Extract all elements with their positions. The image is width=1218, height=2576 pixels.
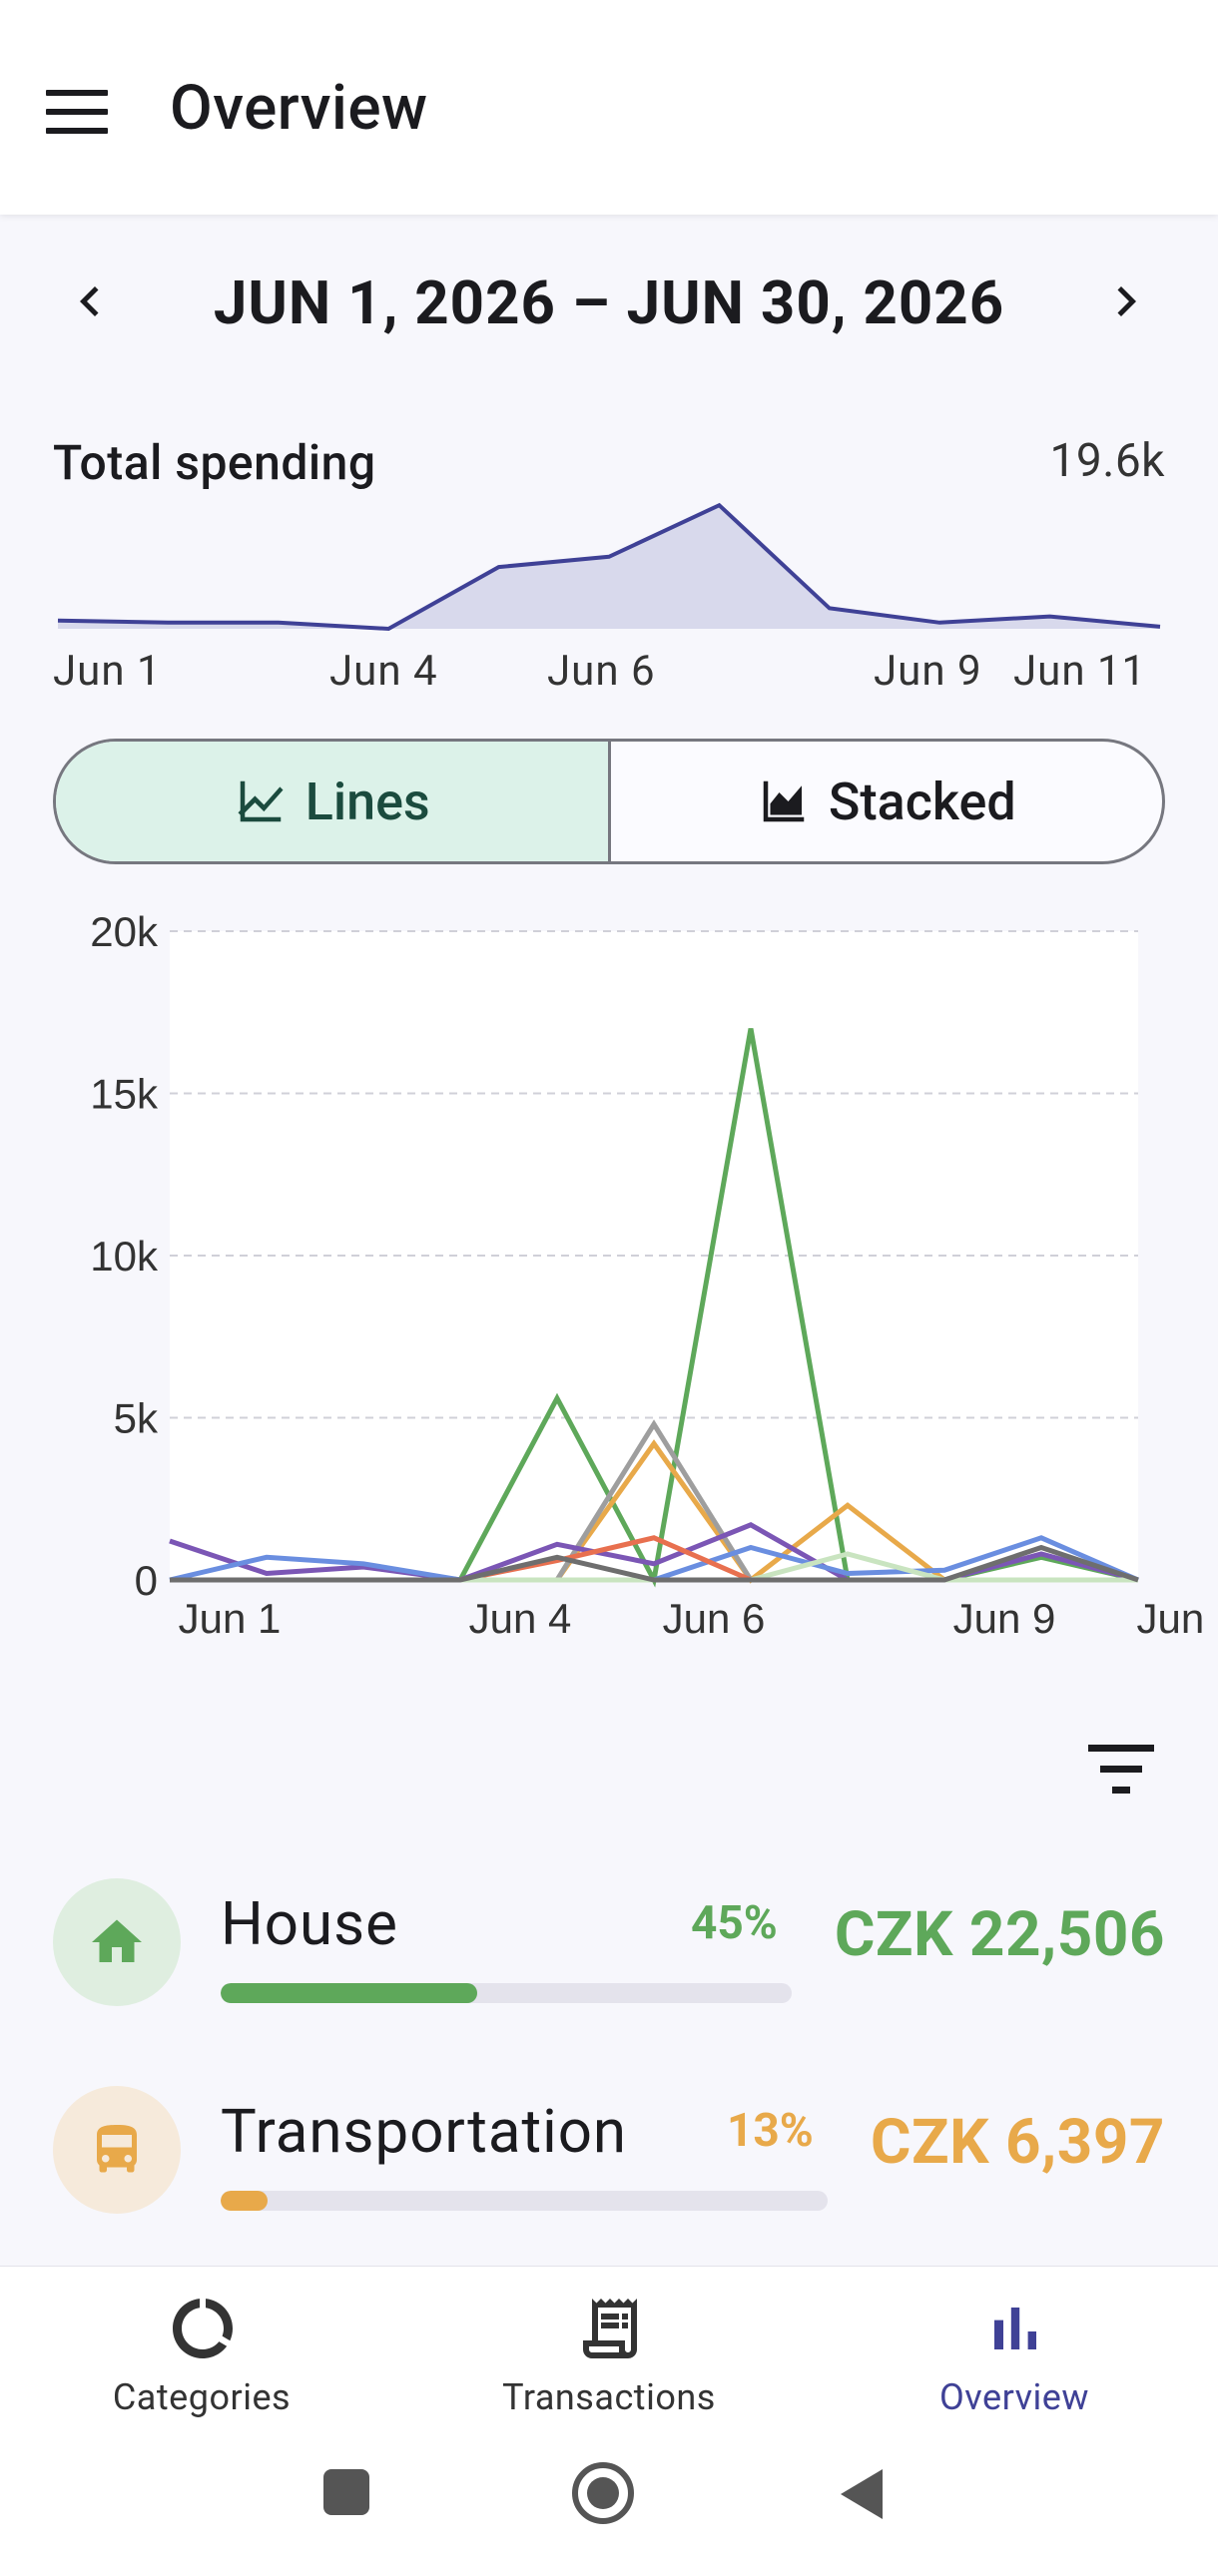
nav-label: Transactions [502, 2376, 716, 2418]
category-row-transportation[interactable]: Transportation 13% CZK 6,397 [0, 2086, 1218, 2256]
receipt-icon [583, 2299, 637, 2358]
sparkline-line [57, 502, 1161, 632]
x-tick-label: Jun 6 [663, 1595, 766, 1642]
nav-label: Overview [939, 2376, 1089, 2418]
x-tick-label: Jun 9 [953, 1595, 1056, 1642]
y-tick-label: 15k [90, 1071, 159, 1118]
line-chart-svg: 0 5k 10k 15k 20k Jun 1 Jun 4 Jun 6 Jun 9 Jun 11 [90, 908, 1218, 1642]
lines-toggle-button[interactable]: Lines [56, 742, 611, 861]
recents-icon[interactable] [321, 2467, 371, 2517]
date-range-selector: JUN 1, 2026 – JUN 30, 2026 [0, 250, 1218, 349]
system-navigation-bar [0, 2462, 1218, 2576]
donut-icon [173, 2299, 233, 2358]
x-tick-label: Jun 1 [179, 1595, 282, 1642]
spark-tick: Jun 1 [53, 647, 162, 696]
x-tick-label: Jun 4 [469, 1595, 572, 1642]
nav-transactions[interactable]: Transactions [459, 2267, 759, 2466]
spark-tick: Jun 11 [1013, 647, 1147, 696]
total-spending-label: Total spending [53, 434, 376, 491]
app-bar: Overview [0, 0, 1218, 215]
filter-icon[interactable] [1088, 1745, 1154, 1795]
category-progress-track [221, 1983, 792, 2003]
area-chart-icon [763, 780, 805, 822]
category-icon-bg [53, 1878, 181, 2006]
total-spending-sparkline [57, 502, 1161, 632]
lines-label: Lines [304, 771, 430, 832]
bottom-navigation: Categories Transactions Overview [0, 2266, 1218, 2465]
category-amount: CZK 6,397 [870, 2106, 1165, 2179]
category-percent: 13% [727, 2104, 814, 2158]
chevron-right-icon[interactable] [1096, 271, 1156, 331]
nav-overview[interactable]: Overview [865, 2267, 1164, 2466]
chevron-left-icon[interactable] [60, 271, 120, 331]
bus-icon [97, 2125, 137, 2173]
back-icon[interactable] [837, 2467, 887, 2521]
x-tick-label: Jun 11 [1137, 1595, 1218, 1642]
bar-chart-icon [994, 2308, 1036, 2349]
page-title: Overview [170, 72, 428, 145]
menu-icon[interactable] [46, 90, 108, 134]
date-range-label[interactable]: JUN 1, 2026 – JUN 30, 2026 [213, 267, 1005, 338]
sparkline-area [58, 505, 1160, 629]
home-icon [92, 1919, 142, 1962]
category-name: House [221, 1888, 398, 1959]
y-tick-label: 20k [90, 908, 159, 955]
nav-label: Categories [112, 2376, 292, 2418]
y-tick-label: 10k [90, 1233, 159, 1280]
spark-tick: Jun 9 [874, 647, 982, 696]
category-progress-track [221, 2191, 828, 2211]
category-name: Transportation [221, 2096, 628, 2167]
category-progress-fill [221, 1983, 478, 2003]
line-chart-icon [238, 780, 284, 822]
sparkline-axis: Jun 1 Jun 4 Jun 6 Jun 9 Jun 11 [0, 647, 1218, 703]
nav-categories[interactable]: Categories [52, 2267, 351, 2466]
category-line-chart: 0 5k 10k 15k 20k Jun 1 Jun 4 Jun 6 Jun 9 Jun 11 [0, 898, 1218, 1657]
category-icon-bg [53, 2086, 181, 2214]
category-row-house[interactable]: House 45% CZK 22,506 [0, 1878, 1218, 2048]
spark-tick: Jun 6 [547, 647, 656, 696]
spark-tick: Jun 4 [329, 647, 438, 696]
series-line-7 [170, 1544, 1139, 1583]
category-percent: 45% [691, 1896, 778, 1950]
total-spending-value: 19.6k [1049, 434, 1165, 488]
stacked-toggle-button[interactable]: Stacked [611, 742, 1163, 861]
y-tick-label: 5k [114, 1395, 159, 1442]
y-tick-label: 0 [135, 1557, 158, 1604]
category-amount: CZK 22,506 [834, 1898, 1165, 1971]
chart-mode-toggle: Lines Stacked [53, 739, 1165, 864]
home-button-icon[interactable] [571, 2461, 635, 2525]
stacked-label: Stacked [828, 771, 1016, 832]
category-progress-fill [221, 2191, 269, 2211]
